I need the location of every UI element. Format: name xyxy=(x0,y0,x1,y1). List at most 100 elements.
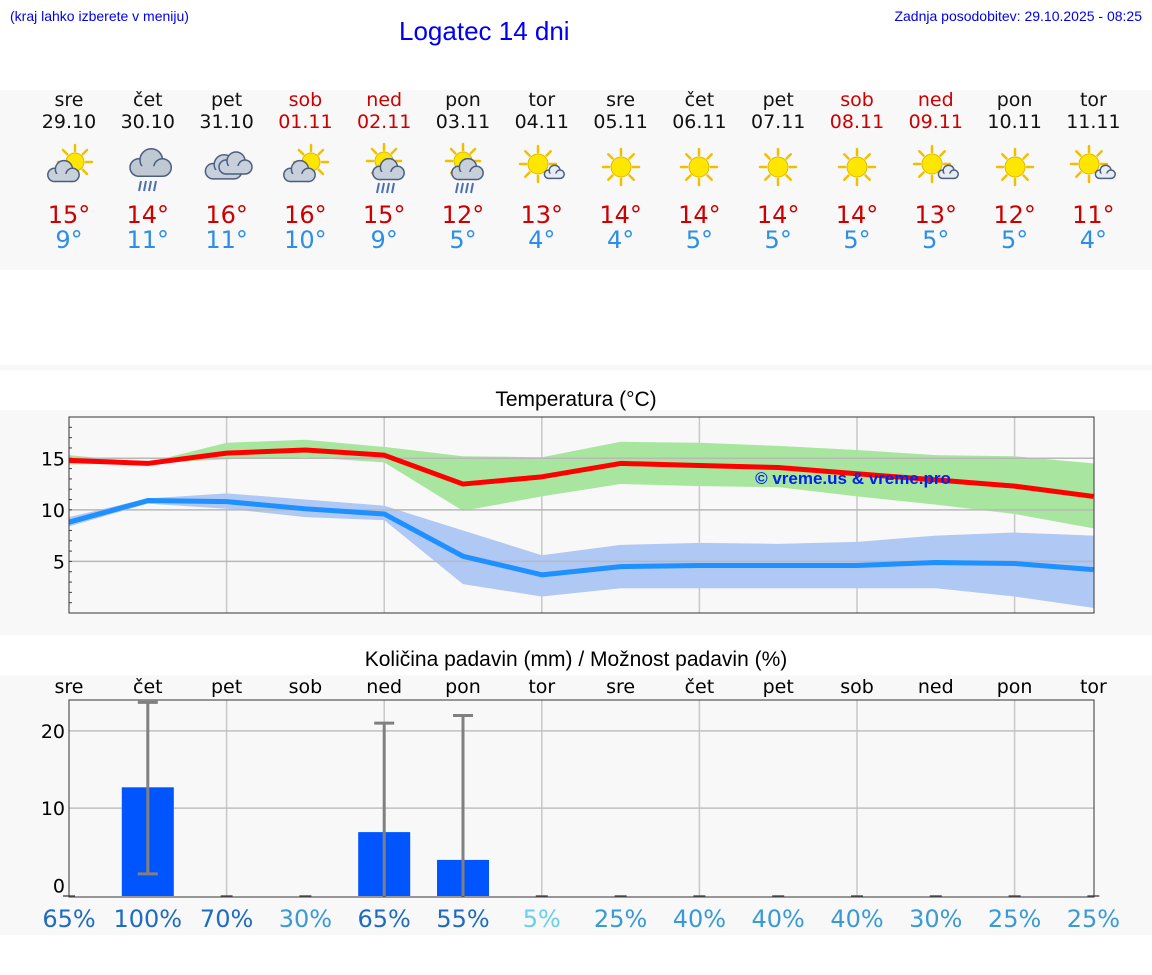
precip-probability: 25% xyxy=(1067,905,1120,933)
temp-max: 13° xyxy=(914,201,958,229)
sun-cloud-icon xyxy=(283,143,330,183)
day-date: 08.11 xyxy=(829,111,885,133)
sun-icon xyxy=(995,147,1034,187)
day-name: sre xyxy=(606,89,636,111)
y-tick-label: 0 xyxy=(53,875,65,897)
series-line-max xyxy=(68,447,1094,499)
day-column: sob 01.11 16° 10° xyxy=(265,89,345,254)
temp-max: 16° xyxy=(284,201,327,229)
sun-icon xyxy=(680,147,719,187)
precip-probability: 55% xyxy=(436,905,489,933)
temp-max: 15° xyxy=(362,201,406,229)
series-line-min xyxy=(68,498,1094,578)
y-tick-label: 15 xyxy=(41,448,65,470)
error-bar xyxy=(374,721,395,897)
precip-probability: 40% xyxy=(673,905,726,933)
y-tick-label: 20 xyxy=(41,721,65,743)
temp-min: 9° xyxy=(370,226,398,254)
temp-max: 12° xyxy=(441,201,485,229)
precip-probability: 65% xyxy=(358,905,411,933)
temp-min: 5° xyxy=(843,226,871,254)
day-column: sre 29.10 15° 9° xyxy=(29,89,109,254)
temp-min: 4° xyxy=(528,226,556,254)
temp-max: 15° xyxy=(47,201,91,229)
day-label: čet xyxy=(685,676,715,698)
day-date: 10.11 xyxy=(987,111,1042,133)
day-date: 11.11 xyxy=(1066,111,1121,133)
temp-max: 14° xyxy=(835,201,879,229)
sun-small-cloud-icon xyxy=(518,144,565,184)
day-date: 02.11 xyxy=(356,111,412,133)
precip-probability: 40% xyxy=(830,905,883,933)
temp-min: 5° xyxy=(764,226,792,254)
temp-min: 5° xyxy=(1000,226,1029,254)
precip-probability: 25% xyxy=(988,905,1041,933)
day-column: pon 10.11 12° 5° xyxy=(975,89,1055,254)
rain-cloud-icon xyxy=(129,148,172,192)
precip-probability: 70% xyxy=(200,905,253,933)
precip-probability: 30% xyxy=(279,905,332,933)
error-bar xyxy=(137,700,158,876)
day-name: pet xyxy=(762,89,794,111)
day-date: 09.11 xyxy=(908,111,963,133)
day-name: tor xyxy=(528,89,556,111)
precip-probability: 40% xyxy=(752,905,805,933)
day-name: pon xyxy=(445,89,481,111)
temp-min: 10° xyxy=(284,226,327,254)
day-name: čet xyxy=(684,89,715,111)
day-name: tor xyxy=(1079,89,1107,111)
day-name: sre xyxy=(54,89,84,111)
temp-max: 14° xyxy=(599,201,642,229)
day-label: pon xyxy=(997,676,1033,698)
watermark: © vreme.us & vreme.pro xyxy=(755,469,951,488)
day-date: 04.11 xyxy=(514,111,569,133)
cloud-icon xyxy=(204,151,253,180)
day-date: 06.11 xyxy=(672,111,727,133)
precip-probability: 65% xyxy=(42,905,95,933)
day-label: tor xyxy=(1080,676,1107,698)
day-column: pet 31.10 16° 11° xyxy=(187,89,267,254)
precip-probability: 100% xyxy=(113,905,182,933)
day-column: čet 06.11 14° 5° xyxy=(659,89,739,254)
location-hint[interactable]: (kraj lahko izberete v meniju) xyxy=(10,8,189,24)
precip-probability: 25% xyxy=(594,905,647,933)
day-column: čet 30.10 14° 11° xyxy=(108,89,188,254)
sun-rain-icon xyxy=(365,142,406,194)
day-label: sob xyxy=(289,676,323,698)
temp-min: 9° xyxy=(55,226,83,254)
temp-max: 12° xyxy=(993,201,1036,229)
day-label: pet xyxy=(763,676,794,698)
separator xyxy=(0,365,1152,370)
temp-max: 16° xyxy=(205,201,248,229)
temp-min: 4° xyxy=(1079,226,1108,254)
day-column: ned 02.11 15° 9° xyxy=(344,89,424,254)
day-label: pon xyxy=(445,676,481,698)
day-column: tor 04.11 13° 4° xyxy=(502,89,582,254)
temp-max: 14° xyxy=(678,201,721,229)
day-label: sre xyxy=(606,676,635,698)
day-label: sob xyxy=(840,676,874,698)
day-label: ned xyxy=(918,676,954,698)
day-name: pon xyxy=(996,89,1033,111)
day-name: čet xyxy=(133,89,163,111)
day-label: sre xyxy=(55,676,84,698)
page-title: Logatec 14 dni xyxy=(399,16,570,46)
temp-min: 5° xyxy=(922,226,950,254)
temp-max: 11° xyxy=(1072,201,1115,229)
day-date: 31.10 xyxy=(199,111,254,133)
day-name: ned xyxy=(917,89,954,111)
forecast-band xyxy=(0,90,1152,270)
band-max xyxy=(69,439,1094,529)
day-date: 07.11 xyxy=(750,111,806,133)
temp-min: 5° xyxy=(685,226,714,254)
day-name: pet xyxy=(210,89,243,111)
day-name: sob xyxy=(840,89,874,111)
precip-probability: 5% xyxy=(523,905,561,933)
plot-frame xyxy=(68,699,1095,898)
day-column: sre 05.11 14° 4° xyxy=(581,89,661,254)
error-bar xyxy=(453,713,473,897)
plot-frame xyxy=(68,416,1095,614)
day-column: tor 11.11 11° 4° xyxy=(1053,89,1133,254)
precip-probability: 30% xyxy=(909,905,962,933)
day-date: 30.10 xyxy=(120,111,175,133)
